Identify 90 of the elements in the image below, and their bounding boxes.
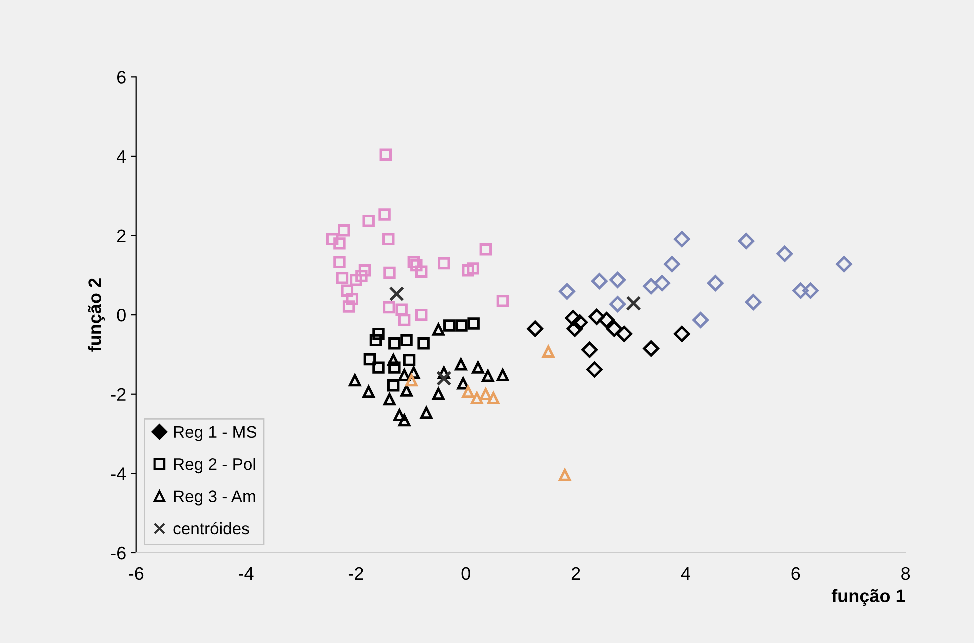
x-tick-label: -4 — [239, 568, 254, 580]
point — [384, 393, 396, 406]
point — [480, 244, 492, 256]
legend-label: Reg 3 - Am — [174, 490, 256, 506]
point — [626, 296, 642, 312]
point — [416, 308, 428, 322]
point — [559, 284, 576, 300]
point — [776, 246, 794, 262]
point — [398, 369, 411, 382]
point — [558, 469, 572, 482]
point — [792, 282, 809, 300]
y-tick-label: 4 — [117, 150, 126, 164]
y-tick-label: -2 — [111, 388, 126, 401]
point — [382, 233, 395, 246]
point — [542, 346, 555, 358]
point — [362, 386, 375, 398]
point — [416, 266, 428, 278]
point — [738, 233, 755, 250]
point — [394, 409, 406, 422]
point — [334, 256, 346, 268]
x-tick-label: 8 — [902, 567, 910, 580]
x-tick-label: 6 — [792, 567, 800, 580]
x-tick-label: 4 — [681, 568, 690, 580]
point — [398, 414, 411, 427]
point — [674, 231, 690, 248]
point — [610, 296, 626, 312]
point — [400, 384, 413, 397]
point — [348, 374, 362, 387]
point — [610, 272, 626, 288]
x-tick-label: 2 — [572, 567, 580, 580]
point — [389, 286, 405, 302]
x-axis-title: função 1 — [832, 589, 906, 606]
point — [380, 148, 392, 161]
legend-label: Reg 1 - MS — [174, 426, 257, 442]
point — [836, 256, 852, 272]
point — [383, 301, 396, 314]
point — [472, 362, 484, 374]
point — [462, 386, 474, 398]
y-tick-label: -6 — [111, 546, 126, 560]
point — [480, 388, 492, 400]
point — [406, 374, 418, 387]
point — [362, 214, 375, 228]
point — [455, 358, 468, 371]
point — [334, 238, 346, 250]
point — [467, 262, 480, 275]
point — [408, 256, 420, 268]
point — [664, 256, 680, 272]
point — [378, 208, 391, 221]
x-tick-label: 0 — [462, 567, 470, 580]
legend-label: centróides — [174, 522, 250, 535]
point — [387, 354, 400, 366]
point — [592, 273, 608, 290]
point — [396, 304, 408, 316]
point — [338, 224, 350, 237]
point — [356, 270, 368, 282]
point — [420, 406, 433, 420]
x-tick-label: -2 — [348, 567, 364, 580]
point — [358, 264, 372, 277]
point — [342, 300, 356, 313]
point — [350, 274, 362, 286]
y-tick-label: 6 — [118, 71, 126, 84]
point — [398, 314, 411, 326]
point — [436, 370, 452, 386]
legend-label: Reg 2 - Pol — [174, 458, 256, 474]
point — [692, 312, 709, 328]
point — [745, 294, 762, 311]
point — [496, 369, 510, 382]
point — [336, 272, 349, 284]
y-axis-title: função 2 — [88, 278, 106, 352]
point — [326, 233, 339, 246]
point — [643, 278, 660, 295]
point — [708, 275, 724, 292]
y-tick-label: -4 — [111, 468, 126, 480]
y-tick-label: 0 — [117, 309, 126, 322]
point — [496, 295, 510, 308]
point — [438, 257, 450, 270]
point — [346, 293, 358, 306]
point — [432, 324, 445, 336]
point — [482, 370, 494, 382]
point — [432, 388, 445, 400]
x-tick-label: -6 — [129, 567, 144, 580]
point — [410, 259, 423, 272]
point — [488, 392, 500, 404]
point — [654, 275, 670, 292]
y-tick-label: 2 — [118, 230, 126, 242]
point — [802, 282, 819, 300]
point — [341, 284, 354, 297]
point — [384, 266, 396, 280]
point — [471, 392, 484, 404]
point — [462, 264, 474, 277]
